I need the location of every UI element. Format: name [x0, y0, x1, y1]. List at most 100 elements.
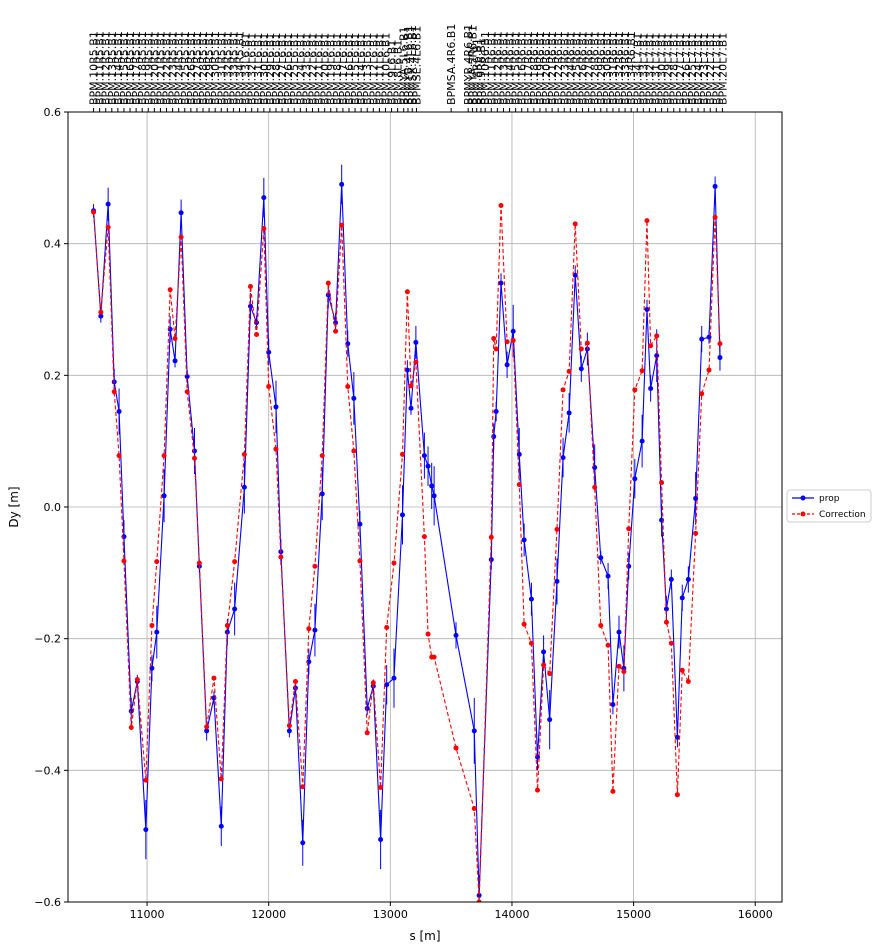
bpm-label: BPM.21L7.B1: [710, 33, 723, 105]
bpm-label: BPM.29R6.B1: [595, 31, 608, 105]
correction-point: [668, 640, 674, 646]
prop-point: [429, 483, 435, 489]
prop-point: [644, 307, 650, 312]
correction-point: [693, 530, 699, 536]
bpm-label: BPM.13R5.B1: [106, 31, 119, 105]
prop-point: [554, 578, 560, 584]
prop-point: [699, 336, 705, 342]
bpm-label: BPM.33L6.B1: [240, 33, 253, 105]
correction-point: [196, 560, 202, 566]
correction-point: [547, 671, 553, 677]
bpm-label: BPMSA.4R6.B1: [445, 24, 458, 105]
x-tick-label: 13000: [373, 908, 408, 921]
prop-point: [399, 512, 405, 518]
correction-point: [453, 745, 459, 751]
bpm-label: BPM.14R5.B1: [112, 31, 125, 105]
bpm-label: BPM.21R6.B1: [546, 31, 559, 105]
bpm-label: BPM.9L6.B1: [386, 40, 399, 105]
prop-point: [471, 728, 477, 734]
prop-point: [391, 675, 397, 681]
bpm-label: BPM.32R5.B1: [221, 31, 234, 105]
correction-point: [699, 391, 705, 397]
correction-point: [648, 343, 654, 349]
bpm-label: BPM.28L7.B1: [668, 33, 681, 105]
prop-point: [161, 493, 167, 499]
prop-point: [431, 493, 437, 499]
correction-point: [560, 387, 566, 393]
bpm-label: BPM.15L6.B1: [349, 33, 362, 105]
prop-point: [143, 827, 149, 833]
correction-point: [679, 667, 685, 673]
legend-prop-label: prop: [819, 494, 840, 504]
series-layer: [91, 164, 723, 902]
y-tick-label: 0.4: [44, 238, 62, 251]
prop-point: [273, 404, 279, 410]
bpm-label: BPM.28R6.B1: [589, 31, 602, 105]
correction-point: [516, 482, 522, 488]
correction-point: [312, 563, 318, 569]
prop-point: [717, 355, 723, 361]
bpm-label: BPM.20L7.B1: [716, 33, 729, 105]
correction-point: [621, 669, 627, 675]
bpm-label: BPM.22L6.B1: [306, 33, 319, 105]
prop-point: [261, 195, 267, 201]
bpm-label: BPM.22L7.B1: [704, 33, 717, 105]
y-tick-label: 0.6: [44, 106, 62, 119]
correction-point: [247, 283, 253, 289]
prop-point: [616, 629, 622, 635]
bpm-label: BPM.10L6.B1: [379, 33, 392, 105]
prop-point: [172, 358, 178, 364]
prop-point: [610, 702, 616, 707]
bpm-label: BPM.17R6.B1: [522, 31, 535, 105]
correction-point: [644, 218, 650, 224]
y-axis: −0.6 −0.4 −0.2 0.0 0.2 0.4 0.6: [34, 106, 68, 909]
bpm-label: BPM.20L6.B1: [319, 33, 332, 105]
correction-point: [384, 624, 390, 630]
correction-point: [292, 678, 298, 684]
prop-point: [105, 201, 111, 207]
legend-correction-marker: [800, 511, 806, 517]
correction-point: [592, 484, 598, 490]
correction-point: [717, 341, 723, 347]
prop-point: [510, 328, 516, 334]
x-tick-label: 14000: [494, 908, 529, 921]
correction-point: [639, 368, 645, 374]
bpm-label: BPM.24R5.B1: [173, 31, 186, 105]
correction-point: [554, 526, 560, 532]
prop-point: [241, 484, 247, 490]
correction-point: [572, 221, 578, 227]
bpm-label: BPM.16R5.B1: [124, 31, 137, 105]
correction-point: [654, 333, 660, 339]
correction-point: [357, 558, 363, 564]
bpm-label: BPM.26R6.B1: [577, 31, 590, 105]
prop-point: [312, 627, 318, 633]
correction-point: [178, 234, 184, 240]
bpm-label: BPM.23L7.B1: [698, 33, 711, 105]
prop-point: [339, 181, 345, 187]
correction-point: [610, 788, 616, 794]
prop-point: [247, 303, 253, 309]
legend-correction-label: Correction: [819, 510, 866, 520]
bpm-label: BPM.25L6.B1: [288, 33, 301, 105]
prop-point: [572, 272, 578, 278]
correction-point: [584, 340, 590, 346]
bpm-label: BPM.13L6.B1: [361, 33, 374, 105]
correction-point: [413, 359, 419, 365]
x-tick-label: 11000: [130, 908, 165, 921]
bpm-label: BPM.8L6.B1: [392, 40, 405, 105]
bpm-label: BPM.30L6.B1: [258, 33, 271, 105]
correction-point: [266, 384, 272, 390]
correction-point: [578, 346, 584, 352]
bpm-label: BPM.24L7.B1: [692, 33, 705, 105]
prop-point: [493, 409, 499, 415]
bpm-label: BPM.23L6.B1: [300, 33, 313, 105]
y-tick-label: 0.2: [44, 369, 62, 382]
correction-point: [488, 534, 494, 540]
bpm-label: BPMSX.4L6.B1: [406, 25, 419, 105]
bpm-label: BPMYB.4L6.B1: [402, 25, 415, 105]
x-tick-label: 16000: [738, 908, 773, 921]
prop-point: [632, 476, 638, 482]
correction-point: [143, 777, 149, 783]
prop-point: [192, 448, 198, 454]
